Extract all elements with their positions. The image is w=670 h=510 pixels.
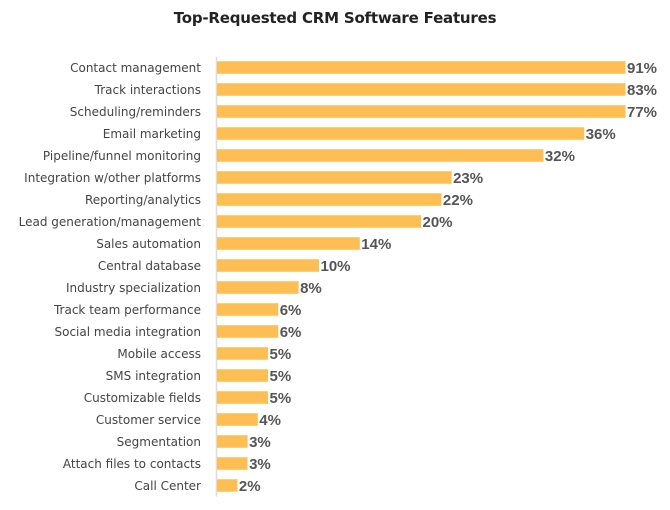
category-label: Integration w/other platforms [24, 171, 201, 185]
bar [217, 171, 452, 184]
bars-group: Contact management 91% Track interactions 8… [19, 60, 657, 495]
category-label: Mobile access [117, 347, 201, 361]
value-label: 36% [586, 126, 616, 143]
bar [217, 237, 360, 250]
bar [217, 435, 248, 448]
category-label: Attach files to contacts [63, 457, 201, 471]
category-label: Call Center [134, 479, 201, 493]
bar [217, 347, 268, 360]
value-label: 10% [321, 258, 351, 275]
value-label: 22% [443, 192, 473, 209]
bar [217, 325, 279, 338]
value-label: 2% [239, 478, 261, 495]
bar [217, 127, 585, 140]
category-label: Pipeline/funnel monitoring [43, 149, 201, 163]
bar [217, 303, 279, 316]
category-label: Lead generation/management [19, 215, 202, 229]
value-label: 91% [627, 60, 657, 77]
value-label: 6% [280, 324, 302, 341]
bar [217, 149, 544, 162]
value-label: 6% [280, 302, 302, 319]
bar [217, 83, 626, 96]
category-label: Track team performance [53, 303, 201, 317]
bar [217, 105, 626, 118]
value-label: 23% [453, 170, 483, 187]
value-label: 5% [270, 368, 292, 385]
bar [217, 61, 626, 74]
value-label: 32% [545, 148, 575, 165]
value-label: 5% [270, 390, 292, 407]
value-label: 4% [259, 412, 281, 429]
value-label: 8% [300, 280, 322, 297]
category-label: Track interactions [94, 83, 201, 97]
value-label: 3% [249, 434, 271, 451]
category-label: Social media integration [54, 325, 201, 339]
category-label: Customer service [96, 413, 201, 427]
value-label: 5% [270, 346, 292, 363]
category-label: Contact management [70, 61, 201, 75]
value-label: 77% [627, 104, 657, 121]
bar [217, 457, 248, 470]
category-label: Reporting/analytics [85, 193, 201, 207]
bar [217, 215, 421, 228]
bar [217, 479, 238, 492]
category-label: SMS integration [106, 369, 201, 383]
category-label: Scheduling/reminders [70, 105, 201, 119]
category-label: Email marketing [103, 127, 201, 141]
bar [217, 413, 258, 426]
value-label: 14% [361, 236, 391, 253]
bar [217, 369, 268, 382]
chart-title: Top-Requested CRM Software Features [173, 9, 497, 27]
value-label: 3% [249, 456, 271, 473]
bar [217, 259, 319, 272]
bar [217, 281, 299, 294]
value-label: 20% [423, 214, 453, 231]
category-label: Sales automation [96, 237, 201, 251]
category-label: Industry specialization [66, 281, 201, 295]
category-label: Customizable fields [84, 391, 201, 405]
bar [217, 193, 442, 206]
bar [217, 391, 268, 404]
category-label: Central database [98, 259, 201, 273]
category-label: Segmentation [117, 435, 201, 449]
value-label: 83% [627, 82, 657, 99]
